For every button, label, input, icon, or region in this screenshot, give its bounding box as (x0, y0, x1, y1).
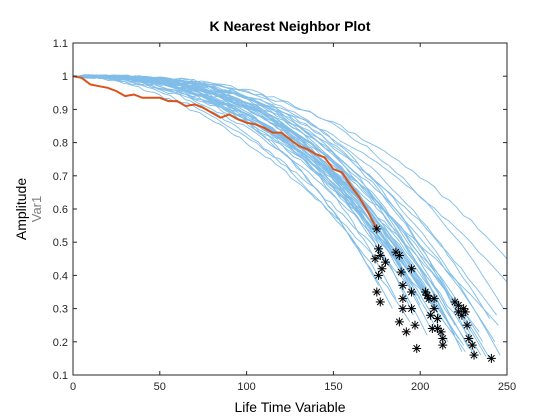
y-tick-label: 1 (62, 71, 68, 83)
y-tick-label: 0.5 (53, 237, 68, 249)
y-tick-label: 0.6 (53, 204, 68, 216)
failure-point-marker (433, 324, 443, 334)
failure-point-marker (407, 304, 417, 314)
failure-point-marker (372, 224, 382, 234)
failure-markers (370, 224, 496, 363)
y-axis-label: Amplitude (13, 178, 29, 240)
y-tick-label: 0.1 (53, 370, 68, 382)
y-tick-label: 0.3 (53, 304, 68, 316)
failure-point-marker (407, 264, 417, 274)
failure-point-marker (375, 250, 385, 260)
failure-point-marker (407, 287, 417, 297)
failure-point-marker (436, 327, 446, 337)
failure-point-marker (380, 257, 390, 267)
y-axis-sublabel: Var1 (29, 196, 44, 223)
failure-point-marker (410, 320, 420, 330)
failure-point-marker (412, 343, 422, 353)
failure-point-marker (374, 270, 384, 280)
failure-point-marker (394, 317, 404, 327)
failure-point-marker (426, 310, 436, 320)
failure-point-marker (429, 304, 439, 314)
failure-point-marker (398, 280, 408, 290)
failure-point-marker (377, 264, 387, 274)
failure-point-marker (372, 287, 382, 297)
test-trajectory (72, 75, 378, 230)
y-axis-ticks: 0.1 0.2 0.3 0.4 0.5 0.6 0.7 0.8 0.9 1 1.1 (53, 38, 507, 382)
x-axis-label: Life Time Variable (234, 399, 345, 415)
neighbor-line (73, 75, 418, 296)
x-tick-label: 150 (324, 381, 342, 393)
failure-point-marker (375, 297, 385, 307)
plot-area (73, 43, 507, 375)
x-tick-label: 0 (70, 381, 76, 393)
failure-point-marker (464, 333, 474, 343)
failure-point-marker (396, 267, 406, 277)
failure-point-marker (433, 314, 443, 324)
neighbor-trajectories (73, 74, 507, 359)
failure-point-marker (394, 250, 404, 260)
failure-point-marker (438, 340, 448, 350)
x-tick-label: 250 (498, 381, 516, 393)
y-tick-label: 0.7 (53, 171, 68, 183)
neighbor-line (73, 74, 490, 319)
y-tick-label: 1.1 (53, 38, 68, 50)
neighbor-line (73, 74, 473, 339)
neighbor-line (73, 75, 411, 323)
neighbor-line (73, 74, 407, 276)
failure-point-marker (427, 324, 437, 334)
failure-point-marker (374, 244, 384, 254)
neighbor-line (73, 74, 507, 260)
failure-point-marker (459, 304, 469, 314)
y-tick-label: 0.2 (53, 337, 68, 349)
neighbor-line (73, 74, 378, 260)
x-tick-label: 50 (154, 381, 166, 393)
failure-point-marker (401, 327, 411, 337)
y-tick-label: 0.4 (53, 270, 68, 282)
x-tick-label: 100 (237, 381, 255, 393)
failure-point-marker (398, 294, 408, 304)
failure-point-marker (467, 340, 477, 350)
y-tick-label: 0.8 (53, 138, 68, 150)
test-series-line (72, 75, 378, 230)
x-axis-ticks: 0 50 100 150 200 250 (70, 43, 516, 393)
y-tick-label: 0.9 (53, 104, 68, 116)
failure-point-marker (462, 320, 472, 330)
failure-point-marker (486, 353, 496, 363)
x-tick-label: 200 (411, 381, 429, 393)
failure-point-marker (398, 304, 408, 314)
chart-title: K Nearest Neighbor Plot (209, 18, 370, 34)
failure-point-marker (429, 294, 439, 304)
failure-point-marker (469, 350, 479, 360)
failure-point-marker (370, 254, 380, 264)
failure-point-marker (460, 307, 470, 317)
